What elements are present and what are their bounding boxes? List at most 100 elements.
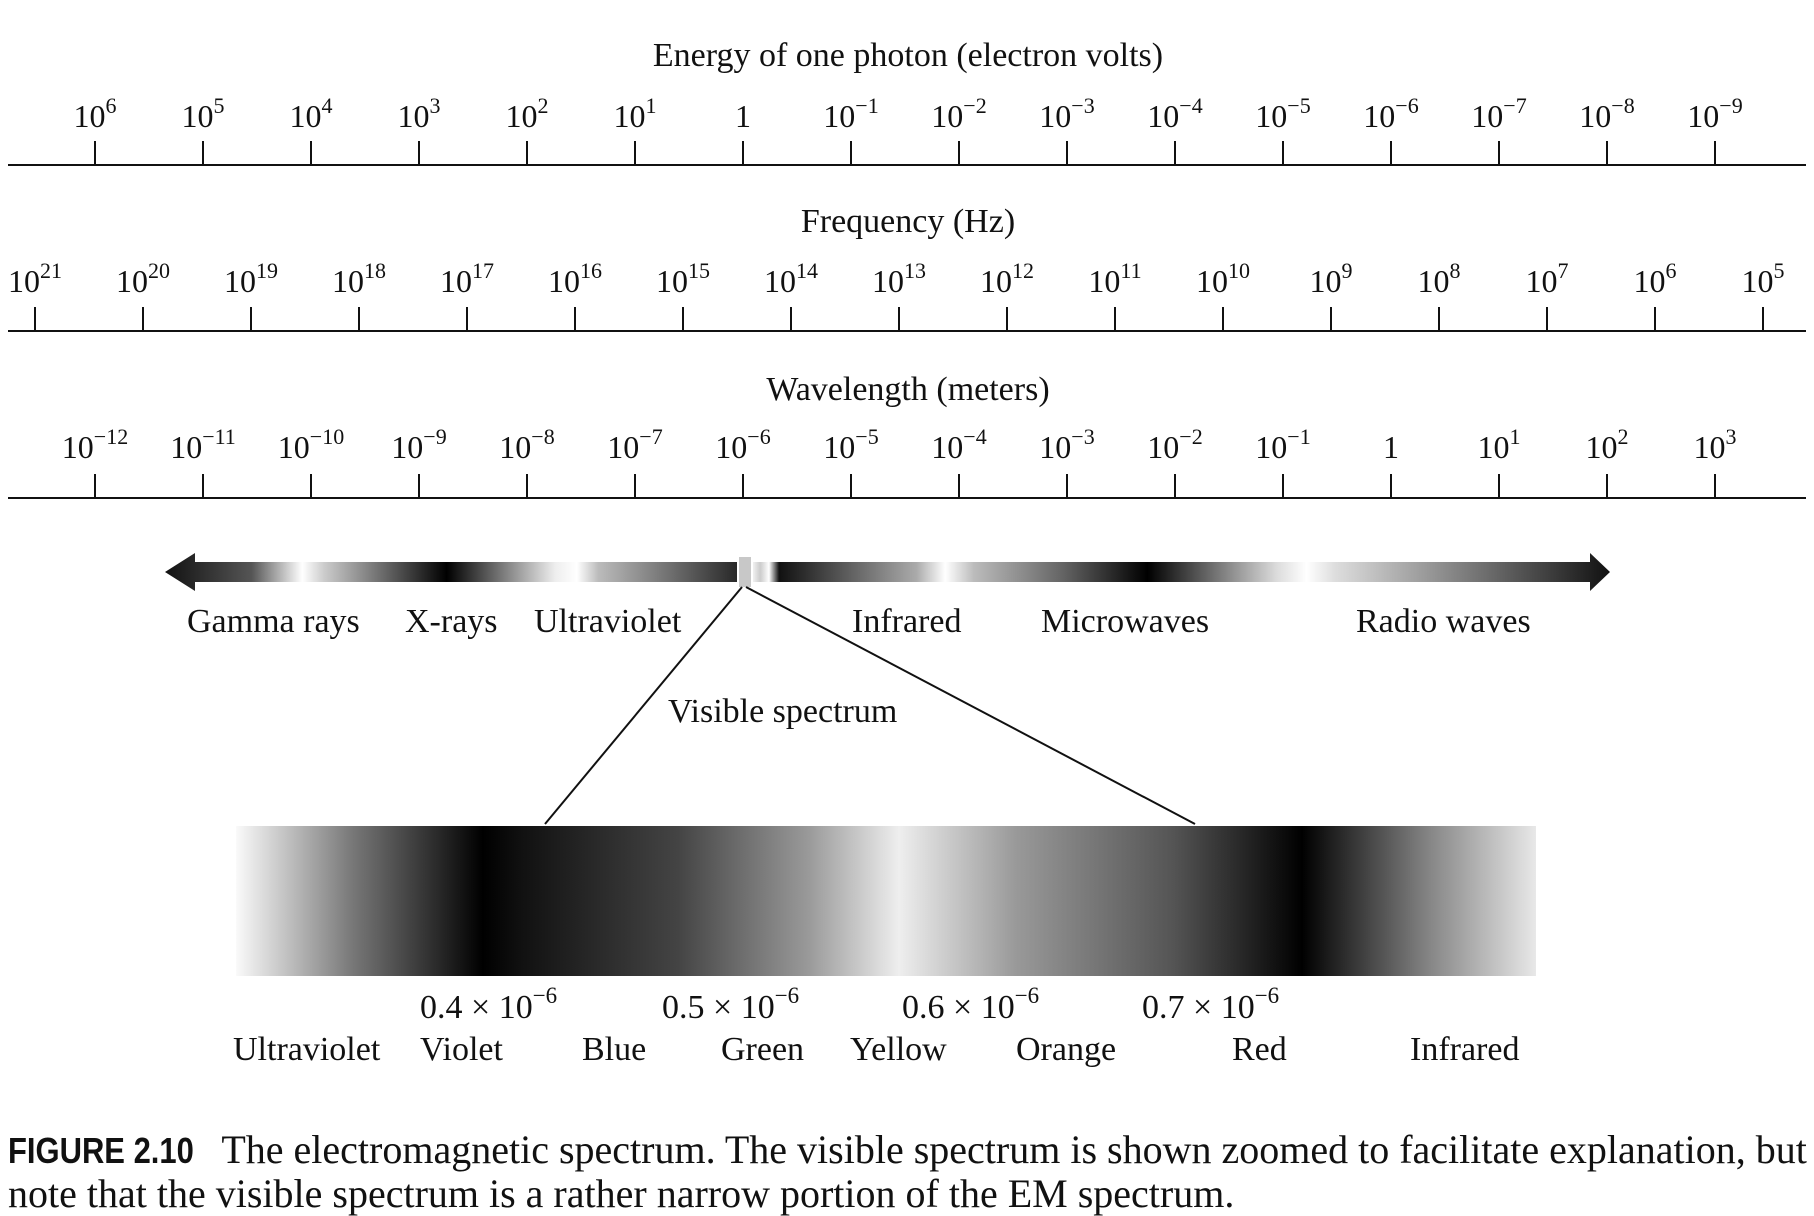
wavelength-tick-label: 10−9 (391, 424, 446, 465)
visible-mark-0-6: 0.6 × 10−6 (902, 983, 1039, 1026)
energy-tick-label: 101 (614, 93, 657, 134)
wavelength-tick-label-base: 10 (278, 429, 310, 465)
frequency-tick-label: 1011 (1088, 258, 1141, 299)
energy-tick-label: 10−9 (1687, 93, 1742, 134)
frequency-tick-label-base: 10 (116, 263, 148, 299)
figure-caption-text: The electromagnetic spectrum. The visibl… (8, 1127, 1807, 1216)
wavelength-tick-label-exponent: −10 (310, 424, 344, 449)
energy-tick-label: 106 (74, 93, 117, 134)
wavelength-tick-label: 10−10 (278, 424, 344, 465)
visible-band-marker (737, 555, 753, 589)
em-spectrum-arrow (165, 553, 1610, 591)
wavelength-scale-title: Wavelength (meters) (766, 371, 1049, 408)
wavelength-tick-label-base: 10 (823, 429, 855, 465)
visible-mark-0-5: 0.5 × 10−6 (662, 983, 799, 1026)
wavelength-tick-label-base: 10 (62, 429, 94, 465)
wavelength-tick-label-base: 10 (931, 429, 963, 465)
frequency-tick-label: 108 (1418, 258, 1461, 299)
wavelength-tick-label-exponent: −5 (855, 424, 878, 449)
wavelength-tick-label-exponent: −4 (963, 424, 986, 449)
wavelength-tick-label: 102 (1586, 424, 1629, 465)
color-label-green: Green (721, 1031, 804, 1068)
frequency-tick-label-base: 10 (1196, 263, 1228, 299)
frequency-tick-label-exponent: 12 (1012, 258, 1034, 283)
frequency-tick-label-exponent: 10 (1228, 258, 1250, 283)
frequency-tick-label: 1015 (656, 258, 710, 299)
wavelength-tick-label: 10−5 (823, 424, 878, 465)
wavelength-tick-label: 10−7 (607, 424, 662, 465)
wavelength-tick-label-base: 10 (1586, 429, 1618, 465)
frequency-scale-title: Frequency (Hz) (801, 203, 1015, 240)
energy-tick-label-base: 10 (1579, 98, 1611, 134)
band-label-gamma-rays: Gamma rays (187, 603, 360, 640)
figure-caption-label: FIGURE 2.10 (8, 1130, 194, 1171)
frequency-tick-label: 1019 (224, 258, 278, 299)
color-label-red: Red (1232, 1031, 1287, 1068)
wavelength-tick-label: 10−1 (1255, 424, 1310, 465)
frequency-tick-label-exponent: 20 (148, 258, 170, 283)
frequency-tick-label: 109 (1310, 258, 1353, 299)
energy-tick-label: 10−4 (1147, 93, 1202, 134)
wavelength-tick-label-base: 10 (1478, 429, 1510, 465)
energy-tick-label: 10−1 (823, 93, 878, 134)
energy-tick-label-base: 10 (398, 98, 430, 134)
energy-tick-label-base: 10 (1039, 98, 1071, 134)
wavelength-tick-label: 101 (1478, 424, 1521, 465)
energy-tick-label: 103 (398, 93, 441, 134)
energy-tick-label-base: 10 (74, 98, 106, 134)
frequency-tick-label-exponent: 9 (1342, 258, 1353, 283)
frequency-tick-label-base: 10 (980, 263, 1012, 299)
energy-tick-label: 105 (182, 93, 225, 134)
frequency-tick-label: 1014 (764, 258, 818, 299)
frequency-tick-label: 1016 (548, 258, 602, 299)
frequency-tick-label-base: 10 (656, 263, 688, 299)
energy-tick-label-exponent: −4 (1179, 93, 1202, 118)
frequency-tick-label-exponent: 17 (472, 258, 494, 283)
frequency-tick-label-exponent: 5 (1774, 258, 1785, 283)
wavelength-tick-label: 10−8 (499, 424, 554, 465)
energy-tick-label-exponent: −9 (1719, 93, 1742, 118)
energy-tick-label-exponent: 5 (214, 93, 225, 118)
frequency-tick-label-base: 10 (1310, 263, 1342, 299)
frequency-tick-label-exponent: 16 (580, 258, 602, 283)
wavelength-tick-label-base: 1 (1383, 429, 1399, 465)
frequency-tick-label-exponent: 7 (1558, 258, 1569, 283)
wavelength-tick-label: 10−3 (1039, 424, 1094, 465)
frequency-tick-label-exponent: 6 (1666, 258, 1677, 283)
wavelength-tick-label-base: 10 (1694, 429, 1726, 465)
band-label-microwaves: Microwaves (1041, 603, 1209, 640)
wavelength-tick-label-exponent: −9 (423, 424, 446, 449)
wavelength-tick-label-exponent: −3 (1071, 424, 1094, 449)
color-label-orange: Orange (1016, 1031, 1116, 1068)
wavelength-tick-label-exponent: 2 (1618, 424, 1629, 449)
band-label-radio-waves: Radio waves (1356, 603, 1531, 640)
energy-tick-label: 10−2 (931, 93, 986, 134)
frequency-tick-label-base: 10 (440, 263, 472, 299)
band-label-infrared: Infrared (852, 603, 961, 640)
frequency-tick-label-base: 10 (8, 263, 40, 299)
frequency-tick-label-exponent: 11 (1120, 258, 1141, 283)
energy-tick-label-base: 10 (931, 98, 963, 134)
frequency-tick-label-base: 10 (1088, 263, 1120, 299)
visible-mark-0-7: 0.7 × 10−6 (1142, 983, 1279, 1026)
zoom-line-left (544, 586, 743, 825)
energy-tick-label-exponent: 2 (538, 93, 549, 118)
figure-caption: FIGURE 2.10 The electromagnetic spectrum… (8, 1128, 1808, 1215)
energy-scale-title: Energy of one photon (electron volts) (653, 37, 1163, 74)
energy-tick-label-base: 10 (506, 98, 538, 134)
energy-ticks: 106 105 104 103 102 101 1 10−1 10−2 10−3 10−4 10−5 1… (74, 93, 1743, 165)
wavelength-tick-label-base: 10 (607, 429, 639, 465)
frequency-tick-label-base: 10 (224, 263, 256, 299)
color-label-ultraviolet: Ultraviolet (233, 1031, 381, 1068)
energy-scale: Energy of one photon (electron volts) 10… (8, 37, 1806, 166)
frequency-scale: Frequency (Hz) 1021 1020 1019 1018 1017 1016 1… (8, 203, 1806, 332)
color-label-blue: Blue (582, 1031, 646, 1068)
wavelength-scale: Wavelength (meters) 10−12 10−11 10−10 10−9 1… (8, 371, 1806, 499)
wavelength-tick-label: 10−2 (1147, 424, 1202, 465)
wavelength-tick-label-base: 10 (1147, 429, 1179, 465)
frequency-tick-label-base: 10 (548, 263, 580, 299)
wavelength-tick-label-base: 10 (1039, 429, 1071, 465)
energy-tick-label-exponent: −6 (1395, 93, 1418, 118)
frequency-tick-label: 107 (1526, 258, 1569, 299)
energy-tick-label: 10−3 (1039, 93, 1094, 134)
